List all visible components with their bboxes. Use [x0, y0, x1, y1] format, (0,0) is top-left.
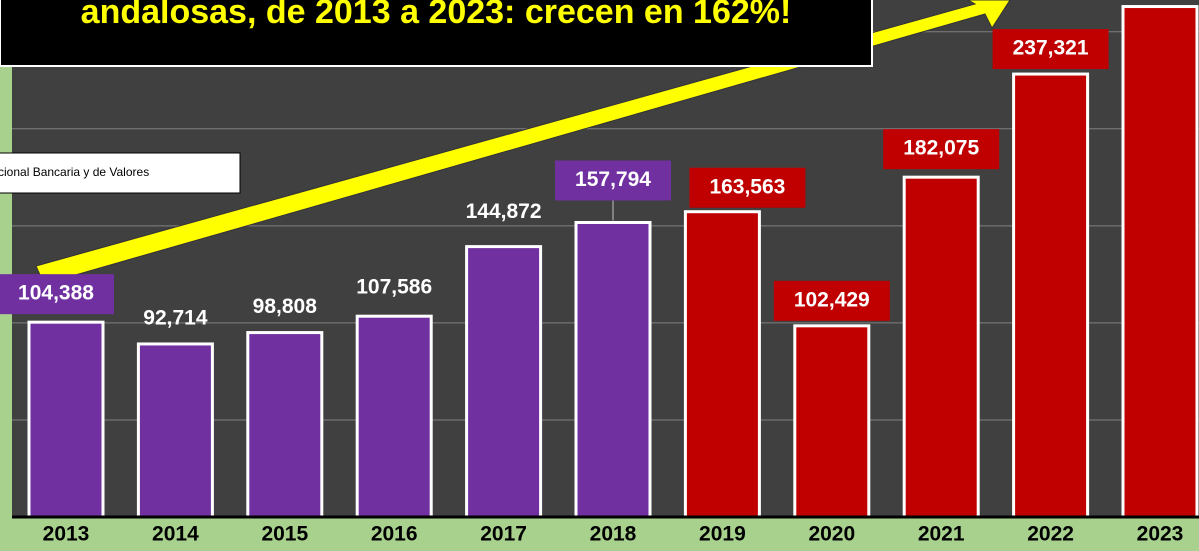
value-label: 104,388 [18, 282, 94, 305]
value-label-box [555, 160, 671, 201]
x-tick-label: 2014 [152, 523, 199, 546]
axis-band [0, 518, 1199, 551]
value-label: 92,714 [143, 307, 208, 330]
x-tick-label: 2022 [1027, 523, 1074, 546]
x-tick-label: 2019 [699, 523, 746, 546]
value-label-box [992, 29, 1109, 70]
chart-title: andalosas, de 2013 a 2023: crecen en 162… [81, 0, 792, 31]
x-tick-label: 2013 [43, 523, 90, 546]
bar [465, 245, 543, 519]
value-label: 237,321 [1013, 37, 1089, 60]
growth-arrow [35, 0, 1011, 285]
title-box [0, 0, 873, 67]
x-tick-label: 2023 [1137, 523, 1184, 546]
x-tick-label: 2016 [371, 523, 418, 546]
value-label: 182,075 [903, 137, 979, 160]
value-label: 107,586 [356, 276, 432, 299]
x-tick-label: 2021 [918, 523, 965, 546]
bar [136, 342, 214, 519]
x-tick-label: 2015 [261, 523, 308, 546]
value-label-box [773, 280, 890, 321]
value-label: 98,808 [253, 295, 318, 318]
x-tick-label: 2017 [480, 523, 527, 546]
x-tick-label: 2020 [808, 523, 855, 546]
value-label-box [689, 167, 806, 208]
value-label: 144,872 [466, 200, 542, 223]
source-box [0, 152, 241, 194]
bar [683, 210, 761, 519]
value-label: 157,794 [575, 168, 651, 191]
x-tick-label: 2018 [590, 523, 637, 546]
value-label: 102,429 [794, 288, 870, 311]
source: cional Bancaria y de Valores [0, 165, 149, 179]
bar [574, 220, 652, 519]
bar [355, 314, 433, 519]
value-label: 163,563 [709, 175, 785, 198]
bar [902, 175, 980, 519]
value-label-box [0, 274, 114, 315]
bar [793, 324, 871, 519]
bar [27, 320, 105, 519]
bar [1012, 72, 1090, 519]
bar [1121, 5, 1199, 519]
value-label-box [883, 129, 1000, 170]
bar [246, 331, 324, 519]
